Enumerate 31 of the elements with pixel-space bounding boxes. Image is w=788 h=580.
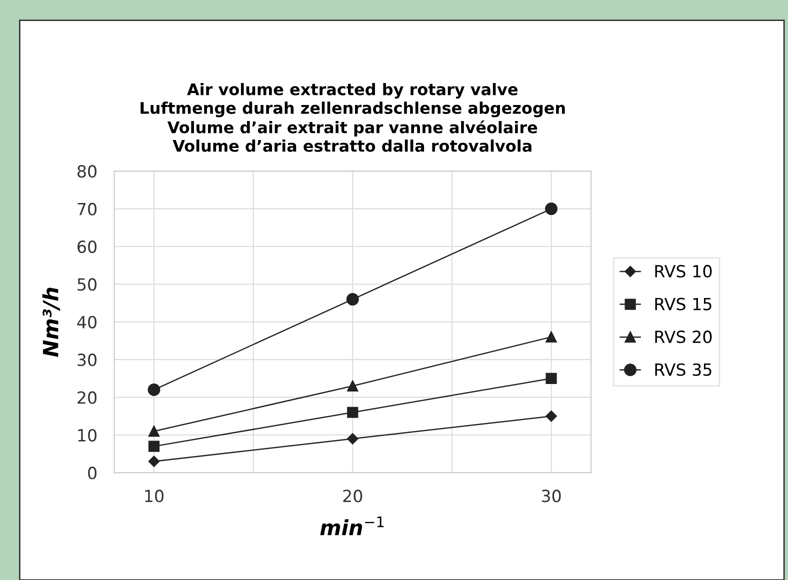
point (546, 331, 557, 343)
point (346, 293, 359, 306)
y-tick-label: 40 (77, 316, 96, 328)
point (546, 372, 557, 384)
y-tick-label: 80 (78, 165, 96, 178)
y-axis-title: Nm³/h (42, 288, 60, 357)
point (347, 433, 358, 444)
chart-title: Air volume extracted by rotary valve Luftmenge durah zellenradschlense abgezogen Volume d’air extrait par vanne alvéolaire Volume d’aria estratto dalla rotovalvola (140, 82, 565, 152)
point (148, 384, 160, 396)
point (148, 440, 160, 452)
point (347, 380, 358, 392)
legend-label: RVS 10 (655, 264, 712, 278)
point (546, 410, 557, 422)
y-tick-label: 60 (78, 240, 96, 254)
y-tick-label: 0 (88, 466, 96, 480)
legend-label: RVS 20 (655, 330, 712, 344)
x-tick-label: 10 (145, 490, 164, 502)
legend-label: RVS 35 (655, 363, 712, 376)
point (545, 202, 558, 216)
x-tick-label: 20 (343, 490, 362, 502)
y-tick-label: 70 (78, 202, 96, 216)
x-axis-title: min$^{−1}$ (320, 516, 384, 536)
point (347, 406, 358, 418)
legend-label: RVS 15 (655, 298, 712, 310)
y-tick-label: 30 (78, 354, 96, 366)
x-tick-label: 30 (542, 490, 561, 502)
point (148, 456, 160, 467)
y-tick-label: 20 (78, 391, 96, 404)
y-tick-label: 50 (78, 278, 96, 291)
y-tick-label: 10 (78, 428, 96, 442)
point (148, 426, 160, 437)
